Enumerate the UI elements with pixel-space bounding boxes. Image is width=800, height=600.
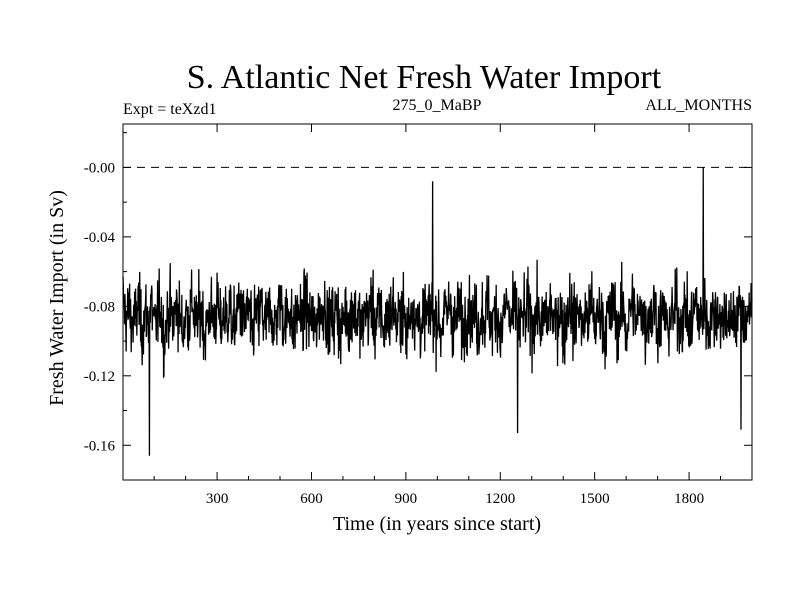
y-tick-label: -0.04 bbox=[84, 230, 116, 246]
series-layer bbox=[122, 167, 753, 456]
x-tick-label: 600 bbox=[300, 491, 323, 507]
y-tick-label: -0.16 bbox=[84, 438, 116, 454]
y-tick-label: -0.00 bbox=[84, 160, 115, 176]
x-tick-label: 900 bbox=[395, 491, 418, 507]
x-tick-label: 1500 bbox=[580, 491, 610, 507]
x-tick-label: 1200 bbox=[485, 491, 515, 507]
y-axis-ticks: -0.16 -0.12 -0.08 -0.04 -0.00 bbox=[84, 132, 752, 481]
y-tick-label: -0.12 bbox=[84, 369, 115, 385]
subtitle-center: 275_0_MaBP bbox=[393, 97, 482, 114]
subtitle-left: Expt = teXzd1 bbox=[123, 101, 216, 118]
x-tick-label: 300 bbox=[206, 491, 229, 507]
subtitle-right: ALL_MONTHS bbox=[645, 97, 752, 114]
x-tick-label: 1800 bbox=[674, 491, 704, 507]
series-line-fresh-water-import bbox=[122, 167, 753, 456]
x-axis-label: Time (in years since start) bbox=[333, 513, 541, 535]
y-tick-label: -0.08 bbox=[84, 299, 115, 315]
x-axis-ticks: 300 600 900 1200 1500 1800 bbox=[153, 124, 722, 507]
plot-area: 300 600 900 1200 1500 1800 -0.16-0.12-0.08-0.… bbox=[84, 123, 753, 507]
chart-title: S. Atlantic Net Fresh Water Import bbox=[187, 59, 662, 96]
y-axis-label: Fresh Water Import (in Sv) bbox=[46, 190, 68, 406]
